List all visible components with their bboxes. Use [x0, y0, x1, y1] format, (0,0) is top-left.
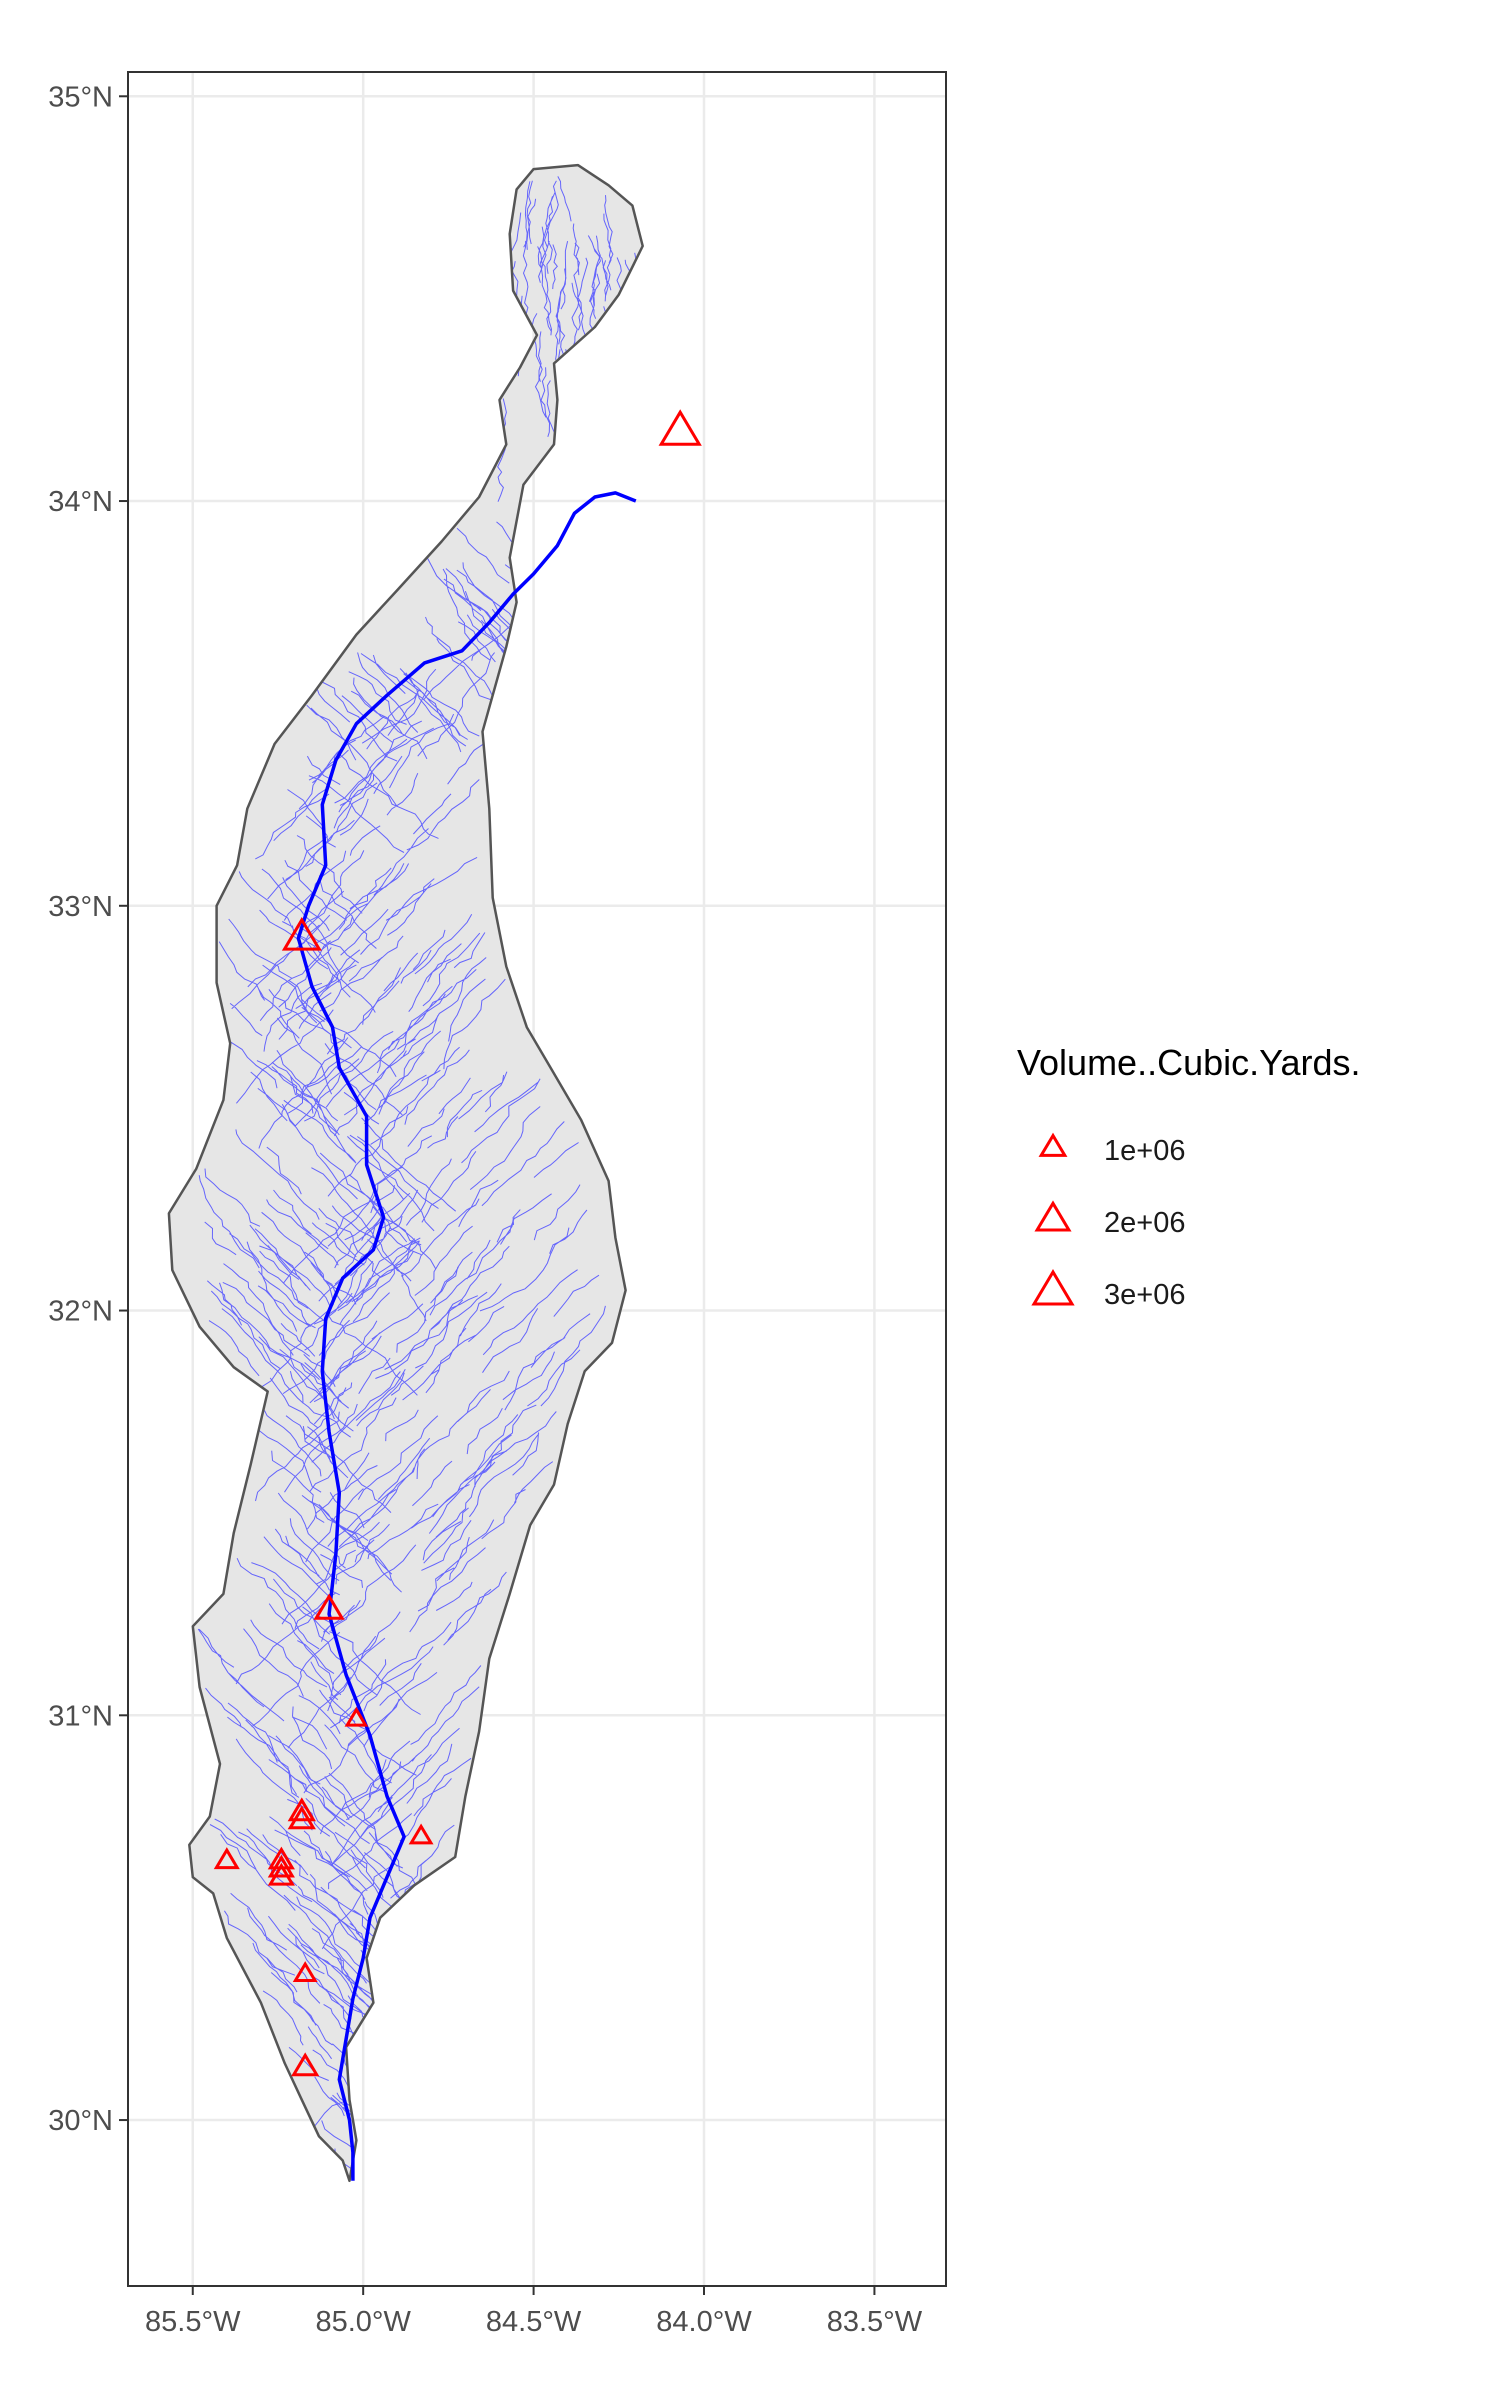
x-tick-label: 85.0°W [315, 2306, 411, 2338]
x-tick-label: 85.5°W [145, 2306, 241, 2338]
volume-marker [281, 916, 322, 951]
volume-marker [287, 1805, 316, 1830]
legend-key [1034, 1200, 1072, 1232]
tributary-streams [197, 176, 643, 2181]
volume-marker [292, 1961, 318, 1982]
stream-network [197, 176, 643, 2181]
legend-key [1038, 1132, 1068, 1157]
main-river [296, 491, 637, 2181]
volume-markers [213, 409, 702, 2077]
panel-border [127, 71, 947, 2287]
legend-title: Volume..Cubic.Yards. [1017, 1042, 1361, 1083]
y-tick-label: 30°N [48, 2105, 113, 2137]
x-tick-label: 84.5°W [486, 2306, 582, 2338]
y-tick-label: 35°N [48, 81, 113, 113]
legend-label: 3e+06 [1104, 1279, 1185, 1311]
volume-marker [313, 1593, 345, 1620]
volume-marker [213, 1847, 240, 1870]
legend-label: 2e+06 [1104, 1207, 1185, 1239]
legend-key [1031, 1269, 1075, 1306]
map-layer [167, 163, 644, 2183]
volume-marker [658, 409, 702, 446]
axes: 85.5°W 85.0°W 84.5°W 84.0°W 83.5°W 30°N 31°N 32… [48, 81, 923, 2338]
x-tick-label: 84.0°W [656, 2306, 752, 2338]
volume-marker [344, 1706, 369, 1727]
y-tick-label: 31°N [48, 1700, 113, 1732]
volume-marker [291, 2052, 320, 2077]
x-tick-label: 83.5°W [827, 2306, 923, 2338]
basin-fill [168, 165, 643, 2181]
volume-marker [267, 1854, 295, 1878]
y-tick-label: 33°N [48, 891, 113, 923]
volume-marker [267, 1862, 295, 1886]
volume-marker [287, 1797, 316, 1822]
y-tick-label: 32°N [48, 1296, 113, 1328]
legend: Volume..Cubic.Yards. 1e+06 2e+06 3e+06 [1017, 1042, 1361, 1311]
y-tick-label: 34°N [48, 486, 113, 518]
legend-label: 1e+06 [1104, 1135, 1185, 1167]
volume-marker [408, 1823, 434, 1845]
